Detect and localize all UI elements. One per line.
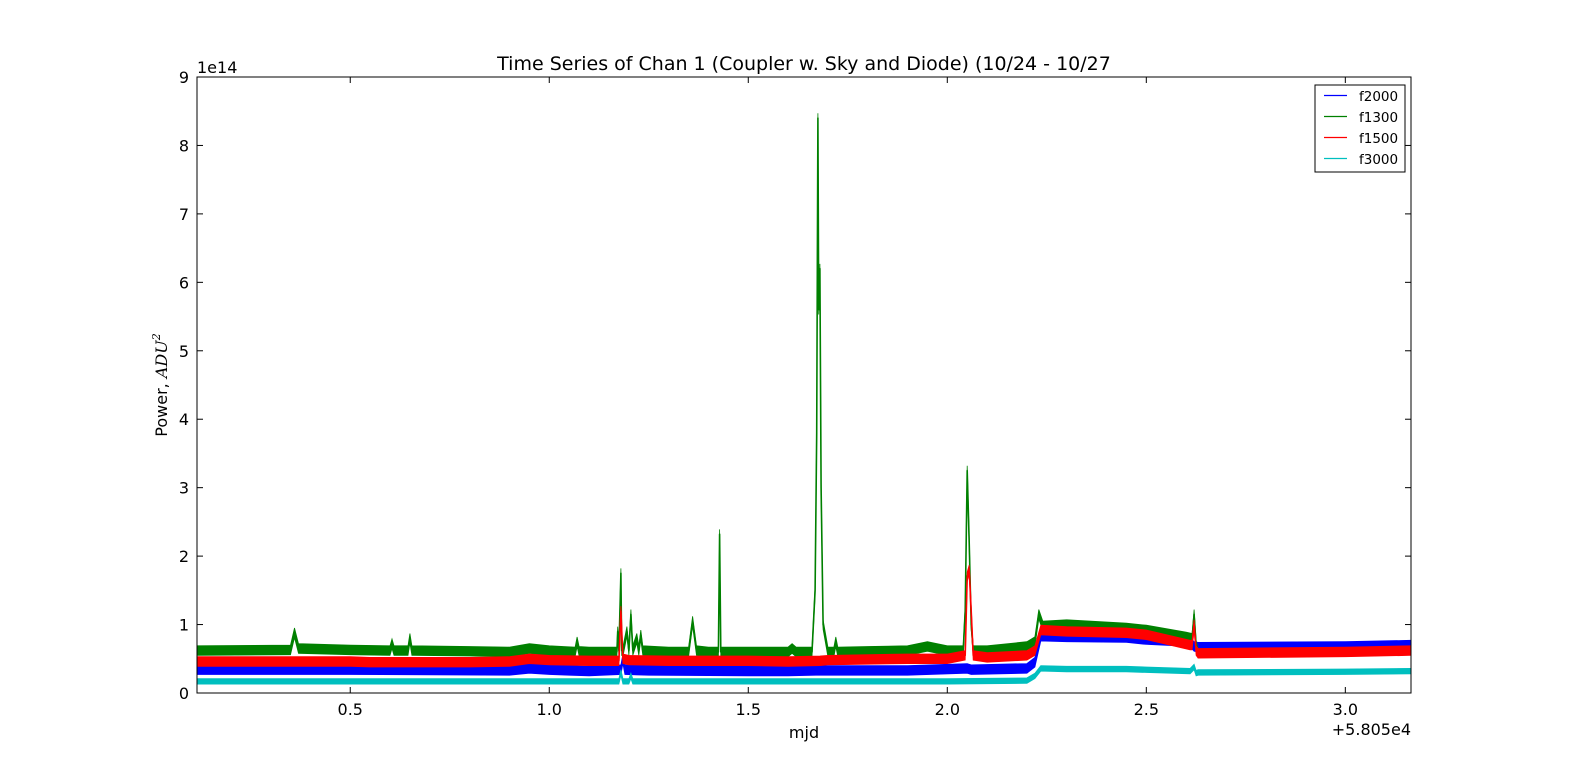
y-axis-title-exponent: 2 <box>150 333 163 341</box>
series-line-f1500 <box>197 568 1411 664</box>
x-tick-label: 2.5 <box>1134 700 1159 719</box>
y-tick-label: 9 <box>179 68 189 87</box>
y-tick-label: 6 <box>179 273 189 292</box>
y-tick-label: 1 <box>179 616 189 635</box>
x-tick-label: 3.0 <box>1333 700 1358 719</box>
y-tick-label: 3 <box>179 479 189 498</box>
ticks-layer: 0.5 1.0 1.5 2.0 2.5 3.0 0 1 2 3 4 5 6 7 8 9 <box>179 68 1411 719</box>
legend-label-f2000: f2000 <box>1359 89 1398 105</box>
x-offset-label: +5.805e4 <box>1332 720 1411 739</box>
series-band-f1500 <box>197 564 1411 668</box>
legend-box <box>1314 84 1406 173</box>
x-tick-label: 2.0 <box>935 700 960 719</box>
chart-title: Time Series of Chan 1 (Coupler w. Sky an… <box>496 53 1111 75</box>
y-tick-label: 5 <box>179 342 189 361</box>
y-tick-label: 0 <box>179 684 189 703</box>
y-tick-label: 4 <box>179 410 189 429</box>
y-axis-title-unit: ADU <box>152 340 171 380</box>
y-tick-label: 2 <box>179 547 189 566</box>
y-scale-label: 1e14 <box>197 58 237 77</box>
series-layer <box>197 113 1411 685</box>
plot-frame <box>196 76 1412 694</box>
legend: f2000 f1300 f1500 f3000 <box>1314 84 1406 173</box>
series-line-f3000 <box>197 666 1411 683</box>
legend-label-f1300: f1300 <box>1359 110 1398 126</box>
y-axis-title: Power, ADU2 <box>150 333 171 436</box>
y-axis-title-prefix: Power, <box>152 378 171 437</box>
legend-label-f3000: f3000 <box>1359 152 1398 168</box>
legend-label-f1500: f1500 <box>1359 131 1398 147</box>
x-tick-label: 1.5 <box>736 700 761 719</box>
x-tick-label: 1.0 <box>537 700 562 719</box>
x-axis-title: mjd <box>789 723 819 742</box>
y-tick-label: 7 <box>179 205 189 224</box>
x-tick-label: 0.5 <box>338 700 363 719</box>
y-tick-label: 8 <box>179 136 189 155</box>
